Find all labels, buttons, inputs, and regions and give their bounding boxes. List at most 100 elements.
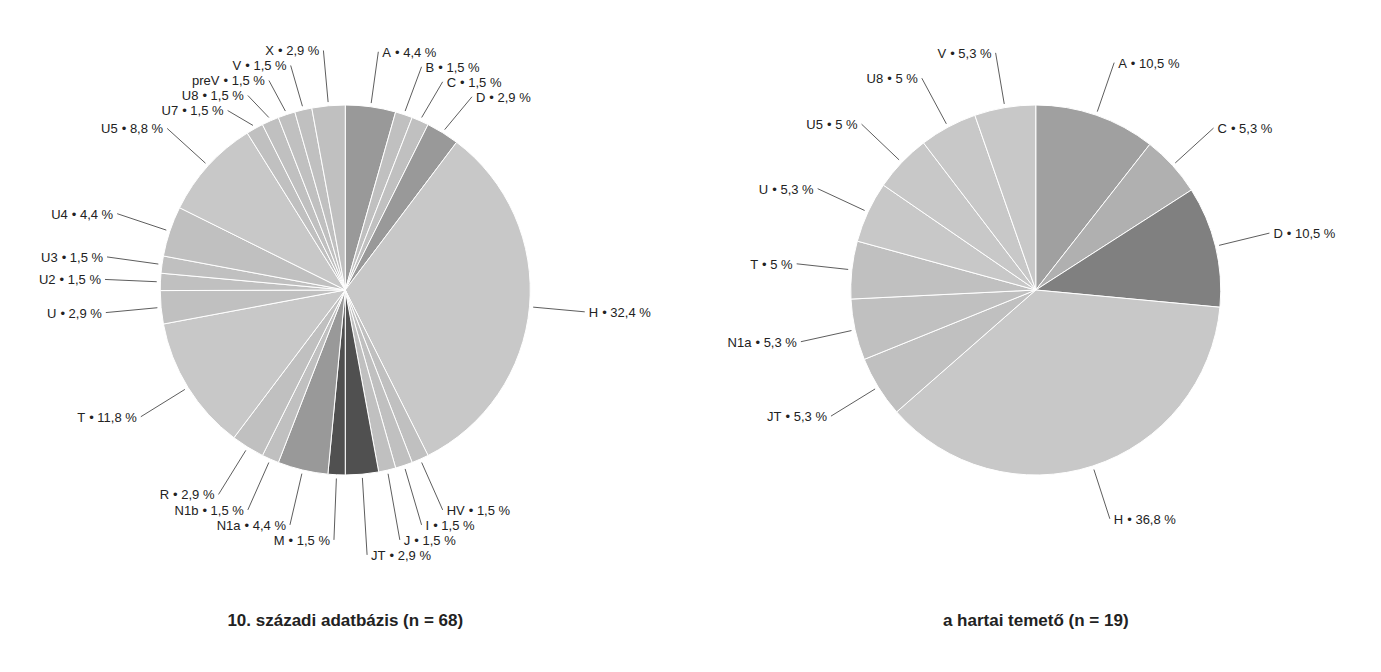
slice-category: D [476,89,485,104]
pie-slice [851,290,1036,359]
slice-value: • 5,3 % [1231,121,1273,136]
slice-category: JT [371,547,386,562]
slice-category: H [1114,511,1123,526]
slice-category: T [750,256,758,271]
slice-label: U5 • 8,8 % [101,121,163,136]
leader-line [422,82,443,118]
slice-label: HV • 1,5 % [447,502,511,517]
slice-category: U5 [101,121,118,136]
slice-value: • 5 % [827,117,858,132]
leader-line [388,474,400,540]
slice-value: • 2,9 % [278,43,320,58]
slice-value: • 1,5 % [202,502,244,517]
slice-value: • 5 % [762,256,793,271]
pie-slice [312,105,345,290]
leader-line [106,308,158,313]
slice-category: J [404,532,411,547]
slices [160,105,530,475]
slice-value: • 10,5 % [1131,55,1180,70]
slice-label: N1b• 1,5 % [175,502,245,517]
leader-line [290,474,302,525]
slice-label: C • 5,3 % [1218,121,1273,136]
leader-line [1094,470,1110,519]
slice-label: T • 11,8 % [77,409,137,424]
slice-label: A • 10,5 % [1118,55,1180,70]
leader-line [291,65,303,106]
slice-value: • 2,9 % [390,547,432,562]
slice-value: • 8,8 % [122,121,164,136]
pie-slice [975,105,1036,290]
leader-line [422,463,443,510]
leader-line [362,478,367,555]
slice-value: • 1,5 % [62,249,104,264]
slice-label: U3 • 1,5 % [41,249,103,264]
leader-line [219,450,246,494]
leader-line [269,80,285,111]
page: {"chart_data": [ {"type": "pie", "title"… [0,0,1381,672]
slice-value: • 1,5 % [460,74,502,89]
leader-line [105,279,157,281]
slice-value: • 2,9 % [489,89,531,104]
slice-value: • 2,9 % [173,487,215,502]
slice-label: U2• 1,5 % [39,272,101,287]
leader-line [405,469,421,525]
slice-value: • 1,5 % [224,73,266,88]
slices [851,105,1221,475]
leader-line [533,307,585,312]
pie-slice [160,290,345,324]
slice-label: M• 1,5 % [274,532,331,547]
pie-chart: A• 4,4 %B• 1,5 %C• 1,5 %D• 2,9 %H• 32,4 … [39,43,651,630]
slice-label: U7• 1,5 % [162,103,224,118]
slice-value: • 5 % [887,71,918,86]
slice-label: B• 1,5 % [426,59,481,74]
slice-label: U• 2,9 % [47,305,102,320]
slice-category: A [382,44,391,59]
slice-category: HV [447,502,465,517]
slice-category: A [1118,55,1127,70]
slice-value: • 1,5 % [438,59,480,74]
slice-value: • 1,5 % [202,88,244,103]
slice-category: N1a [728,334,753,349]
slice-label: U4• 4,4 % [51,206,113,221]
slice-category: U8 [182,88,199,103]
slice-value: • 1,5 % [469,502,511,517]
leader-line [1097,63,1114,112]
slice-category: B [426,59,435,74]
slice-label: V• 1,5 % [233,58,288,73]
slice-category: JT [767,409,782,424]
slice-label: U8• 5 % [867,71,919,86]
leader-line [371,52,378,103]
slice-label: V• 5,3 % [938,45,993,60]
slice-category: U7 [162,103,179,118]
data-labels: A• 10,5 %C• 5,3 %D• 10,5 %H• 36,8 %JT• 5… [728,45,1336,526]
slice-label: U8• 1,5 % [182,88,244,103]
slice-category: C [1218,121,1227,136]
leader-line [248,463,269,510]
slice-category: N1b [175,502,199,517]
slice-label: D • 2,9 % [476,89,531,104]
slice-value: • 1,5 % [433,517,475,532]
slice-category: T [77,409,85,424]
leader-line [801,331,852,342]
leader-line [862,124,900,160]
slice-category: C [447,74,456,89]
slice-value: • 5,3 % [755,334,797,349]
slice-value: • 5,3 % [772,181,814,196]
pie-slice [1036,190,1221,307]
slice-value: • 4,4 % [72,206,114,221]
leader-line [818,189,865,211]
chart-title: a hartai temető (n = 19) [943,611,1129,630]
leader-line [797,264,848,270]
slice-category: I [426,517,430,532]
chart-title: 10. századi adatbázis (n = 68) [227,611,463,630]
slice-category: D [1273,226,1282,241]
slice-value: • 11,8 % [89,409,137,424]
leader-line [922,78,947,124]
slice-category: U5 [806,117,823,132]
leader-line [405,67,421,111]
leader-line [167,128,205,163]
leader-line [141,389,185,416]
slice-category: U3 [41,249,58,264]
leader-line [445,97,472,130]
slice-label: JT • 2,9 % [371,547,431,562]
